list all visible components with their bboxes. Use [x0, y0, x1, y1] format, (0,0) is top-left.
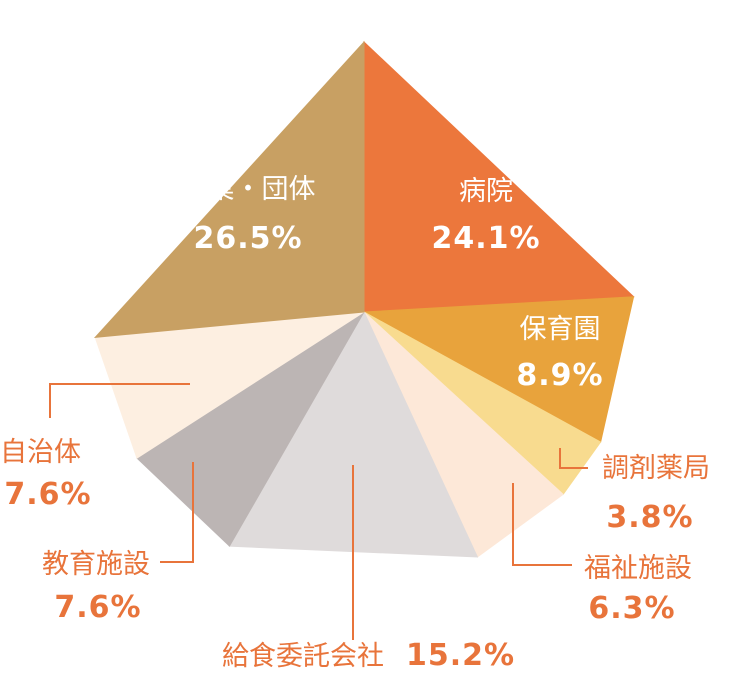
slice-label-value: 7.6% — [54, 590, 141, 625]
slice-label-name: 教育施設 — [42, 549, 150, 580]
slice-label-value: 15.2% — [406, 638, 515, 673]
slice-labels: 病院 24.1% 保育園 8.9% 調剤薬局 3.8% 福祉施設 6.3% 給食… — [0, 174, 710, 673]
slice-label-name: 保育園 — [520, 314, 601, 345]
slice-label-name: 給食委託会社 — [222, 641, 384, 672]
slice-label-value: 7.6% — [4, 477, 91, 512]
slice-label-name: 企業・団体 — [181, 174, 316, 205]
slice-label-value: 3.8% — [606, 500, 693, 535]
leader-line-chouzai — [559, 448, 588, 469]
leader-line-fukushi — [512, 483, 572, 566]
pie-slice-7 — [93, 40, 365, 339]
slice-label-name: 調剤薬局 — [602, 453, 710, 484]
slice-label-name: 福祉施設 — [584, 553, 692, 584]
slice-label-value: 26.5% — [193, 221, 302, 256]
leader-line-kyoiku — [160, 462, 194, 563]
leader-lines — [49, 383, 588, 640]
slice-label-value: 8.9% — [516, 358, 603, 393]
slice-label-value: 6.3% — [588, 591, 675, 626]
slice-label-value: 24.1% — [431, 221, 540, 256]
pie-slices — [93, 40, 635, 558]
slice-label-name: 自治体 — [0, 437, 81, 468]
leader-line-jichitai — [49, 383, 190, 418]
slice-label-name: 病院 — [459, 176, 513, 207]
